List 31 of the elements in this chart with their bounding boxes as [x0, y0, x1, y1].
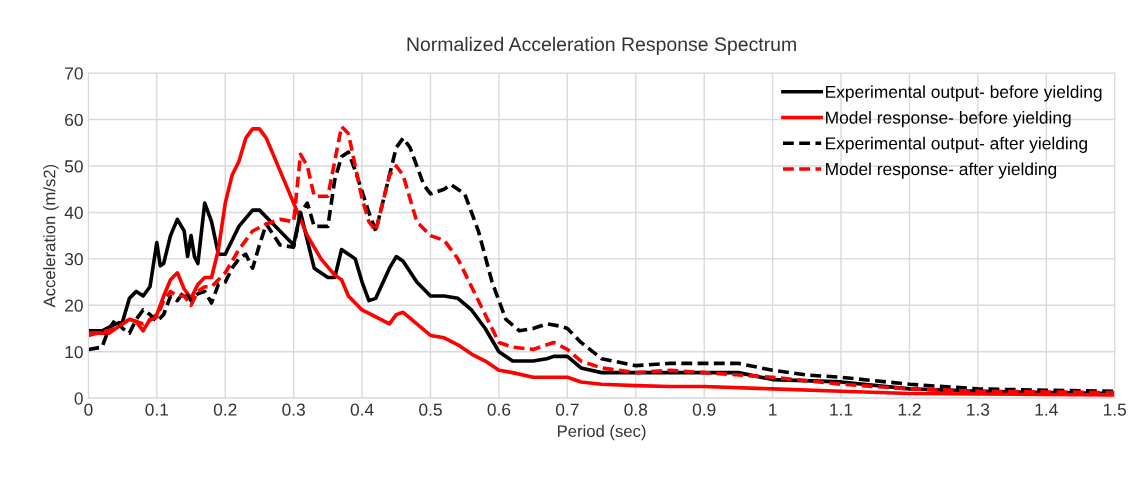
legend-label: Experimental output- after yielding — [826, 136, 1087, 153]
y-tick-label: 30 — [64, 253, 83, 266]
legend-label: Model response- before yielding — [826, 111, 1071, 128]
x-tick-label: 1.2 — [898, 403, 921, 416]
x-tick-label: 0.2 — [213, 403, 237, 416]
x-tick-label: 0.6 — [487, 403, 511, 416]
y-axis-title: Acceleration (m/s2) — [43, 164, 59, 308]
x-tick-label: 0.1 — [145, 403, 169, 416]
x-tick-label: 0.8 — [624, 403, 648, 416]
y-tick-label: 10 — [65, 345, 83, 359]
x-tick-label: 1.5 — [1103, 403, 1127, 416]
y-tick-label: 0 — [74, 392, 83, 405]
x-axis-title: Period (sec) — [558, 424, 646, 441]
y-tick-label: 60 — [65, 113, 83, 127]
x-tick-label: 0.7 — [555, 403, 579, 416]
x-tick-label: 1 — [769, 403, 777, 416]
x-tick-label: 1.3 — [967, 403, 990, 416]
x-tick-label: 0.3 — [282, 403, 305, 416]
y-tick-label: 70 — [65, 67, 83, 80]
x-tick-label: 1.1 — [830, 403, 853, 416]
x-tick-label: 0.9 — [692, 403, 716, 416]
x-tick-label: 0 — [84, 403, 93, 416]
y-tick-label: 50 — [64, 160, 83, 173]
legend-label: Experimental output- before yielding — [826, 85, 1102, 102]
chart-title: Normalized Acceleration Response Spectrum — [407, 36, 796, 55]
legend-label: Model response- after yielding — [826, 162, 1057, 179]
x-tick-label: 1.4 — [1035, 403, 1058, 416]
y-tick-label: 40 — [64, 206, 83, 219]
x-tick-label: 0.5 — [419, 403, 442, 416]
x-tick-label: 0.4 — [350, 403, 374, 416]
y-tick-label: 20 — [65, 299, 83, 312]
